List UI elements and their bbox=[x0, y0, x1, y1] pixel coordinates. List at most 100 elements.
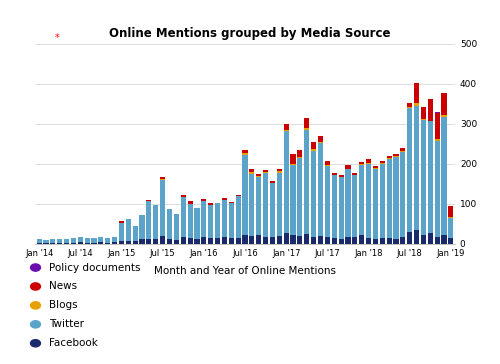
Bar bbox=[428, 120, 433, 121]
Bar bbox=[242, 150, 248, 153]
Bar bbox=[359, 164, 364, 165]
Bar bbox=[57, 240, 62, 243]
Bar bbox=[434, 112, 440, 113]
X-axis label: Month and Year of Online Mentions: Month and Year of Online Mentions bbox=[154, 266, 336, 276]
Bar bbox=[270, 237, 275, 244]
Bar bbox=[98, 242, 103, 244]
Bar bbox=[284, 130, 288, 131]
Bar bbox=[263, 172, 268, 173]
Bar bbox=[270, 183, 275, 237]
Bar bbox=[346, 169, 350, 237]
Bar bbox=[394, 154, 398, 156]
Bar bbox=[146, 239, 152, 244]
Bar bbox=[386, 238, 392, 244]
Bar bbox=[311, 142, 316, 149]
Bar bbox=[311, 151, 316, 237]
Text: Blogs: Blogs bbox=[49, 300, 78, 310]
Bar bbox=[318, 142, 323, 143]
Bar bbox=[78, 237, 83, 242]
Text: Facebook: Facebook bbox=[49, 338, 98, 348]
Bar bbox=[132, 241, 138, 244]
Bar bbox=[304, 234, 310, 244]
Bar bbox=[188, 204, 192, 238]
Bar bbox=[256, 235, 262, 244]
Bar bbox=[140, 239, 144, 244]
Bar bbox=[263, 237, 268, 244]
Bar bbox=[92, 243, 96, 244]
Bar bbox=[448, 218, 454, 238]
Bar bbox=[208, 238, 214, 244]
Bar bbox=[215, 203, 220, 238]
Bar bbox=[428, 233, 433, 244]
Bar bbox=[228, 238, 234, 244]
Bar bbox=[434, 139, 440, 141]
Bar bbox=[119, 241, 124, 244]
Bar bbox=[421, 120, 426, 235]
Bar bbox=[112, 237, 117, 242]
Bar bbox=[434, 237, 440, 244]
Bar bbox=[174, 240, 179, 244]
Bar bbox=[318, 136, 323, 142]
Bar bbox=[407, 108, 412, 232]
Bar bbox=[373, 166, 378, 168]
Bar bbox=[442, 115, 446, 117]
Bar bbox=[284, 131, 288, 233]
Bar bbox=[284, 124, 288, 130]
Bar bbox=[448, 206, 454, 217]
Bar bbox=[407, 103, 412, 107]
Bar bbox=[78, 242, 83, 244]
Bar bbox=[236, 196, 240, 238]
Bar bbox=[242, 155, 248, 235]
Bar bbox=[188, 201, 192, 204]
Bar bbox=[359, 162, 364, 164]
Bar bbox=[332, 175, 337, 238]
Bar bbox=[359, 235, 364, 244]
Bar bbox=[201, 237, 206, 244]
Bar bbox=[394, 157, 398, 239]
Bar bbox=[421, 235, 426, 244]
Bar bbox=[414, 230, 419, 244]
Text: Twitter: Twitter bbox=[49, 319, 84, 329]
Bar bbox=[338, 239, 344, 244]
Bar bbox=[400, 151, 406, 152]
Bar bbox=[298, 150, 302, 157]
Bar bbox=[428, 99, 433, 120]
Text: News: News bbox=[49, 281, 77, 292]
Bar bbox=[215, 238, 220, 244]
Bar bbox=[373, 239, 378, 244]
Bar bbox=[71, 238, 76, 243]
Bar bbox=[126, 241, 131, 244]
Bar bbox=[373, 169, 378, 239]
Bar bbox=[434, 113, 440, 139]
Bar bbox=[194, 239, 200, 244]
Bar bbox=[146, 200, 152, 201]
Bar bbox=[126, 219, 131, 241]
Bar bbox=[263, 173, 268, 237]
Bar bbox=[346, 165, 350, 169]
Bar bbox=[290, 165, 296, 235]
Bar bbox=[386, 159, 392, 238]
Bar bbox=[386, 156, 392, 158]
Bar bbox=[64, 243, 69, 244]
Bar bbox=[50, 239, 56, 243]
Bar bbox=[380, 163, 385, 164]
Bar bbox=[180, 195, 186, 197]
Bar bbox=[318, 236, 323, 244]
Bar bbox=[448, 217, 454, 218]
Bar bbox=[298, 158, 302, 236]
Bar bbox=[242, 153, 248, 155]
Bar bbox=[359, 165, 364, 235]
Bar bbox=[208, 203, 214, 205]
Bar bbox=[290, 235, 296, 244]
Bar bbox=[112, 242, 117, 244]
Bar bbox=[98, 237, 103, 242]
Bar bbox=[180, 237, 186, 244]
Bar bbox=[325, 161, 330, 165]
Bar bbox=[242, 235, 248, 244]
Bar bbox=[256, 177, 262, 235]
Bar bbox=[298, 157, 302, 158]
Bar bbox=[250, 169, 254, 172]
Bar bbox=[442, 117, 446, 235]
Bar bbox=[44, 240, 49, 243]
Bar bbox=[284, 233, 288, 244]
